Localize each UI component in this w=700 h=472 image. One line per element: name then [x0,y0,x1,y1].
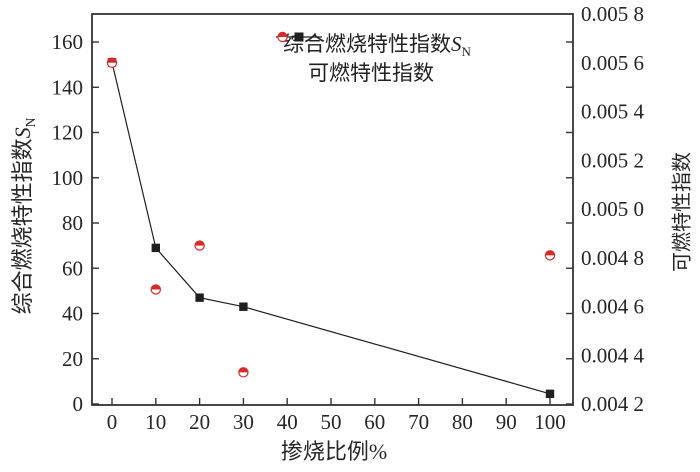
x-tick-label: 100 [534,410,566,434]
right-tick-label: 0.004 8 [581,246,644,270]
left-axis-title: 综合燃烧特性指数SN [5,118,39,315]
circle-data-point-fill [238,367,248,373]
legend-entry-flammability-index: 可燃特性指数 [276,31,471,86]
left-tick-label: 120 [52,121,84,145]
x-tick-label: 60 [364,410,385,434]
x-axis-title-text: 掺烧比例% [280,439,388,464]
square-data-point [545,389,555,399]
right-tick-label: 0.005 0 [581,197,644,221]
legend-label-1: 综合燃烧特性指数SN [283,31,471,60]
circle-data-point-fill [545,250,555,256]
right-tick-label: 0.005 8 [581,2,644,26]
x-tick-label: 20 [189,410,210,434]
right-tick-label: 0.004 4 [581,343,645,367]
x-axis-title: 掺烧比例% [281,434,387,466]
series-line [111,62,551,395]
circle-data-point-fill [107,58,117,63]
x-tick-label: 50 [321,410,342,434]
left-tick-label: 80 [62,211,83,235]
right-tick-label: 0.005 6 [581,51,644,75]
right-tick-label: 0.005 4 [581,100,645,124]
x-tick-label: 40 [277,410,298,434]
x-tick-label: 30 [233,410,254,434]
square-data-point [239,302,248,311]
x-tick-label: 10 [145,410,166,434]
left-axis-title-subscript: N [23,117,39,128]
legend-entry-combustion-index: 综合燃烧特性指数SN [276,30,471,60]
right-tick-label: 0.005 2 [581,148,644,172]
legend: 综合燃烧特性指数SN 可燃特性指数 [276,30,471,86]
plot-frame [91,13,574,406]
left-tick-label: 60 [62,256,83,280]
x-tick-label: 0 [107,410,118,434]
right-tick-label: 0.004 2 [581,392,644,416]
left-tick-label: 100 [52,166,84,190]
right-axis-title: 可燃特性指数 [666,152,695,272]
x-tick-label: 70 [408,410,429,434]
right-axis-title-text: 可燃特性指数 [671,152,694,272]
right-tick-label: 0.004 6 [581,295,644,319]
left-tick-label: 160 [52,30,84,54]
left-tick-label: 140 [52,75,84,99]
legend-label-2: 可燃特性指数 [308,61,434,85]
left-tick-label: 20 [62,347,83,371]
circle-data-point-fill [151,284,161,290]
circle-data-point-fill [195,240,205,246]
x-tick-label: 90 [496,410,517,434]
square-data-point [151,243,160,253]
x-tick-label: 80 [452,410,473,434]
left-tick-label: 40 [62,302,83,326]
half-circle-marker-icon [277,31,288,43]
left-axis-title-symbol: S [9,127,35,139]
left-tick-label: 0 [73,392,84,416]
legend-spacer [276,72,301,73]
left-axis-title-text: 综合燃烧特性指数 [9,138,35,315]
square-data-point [195,293,204,302]
